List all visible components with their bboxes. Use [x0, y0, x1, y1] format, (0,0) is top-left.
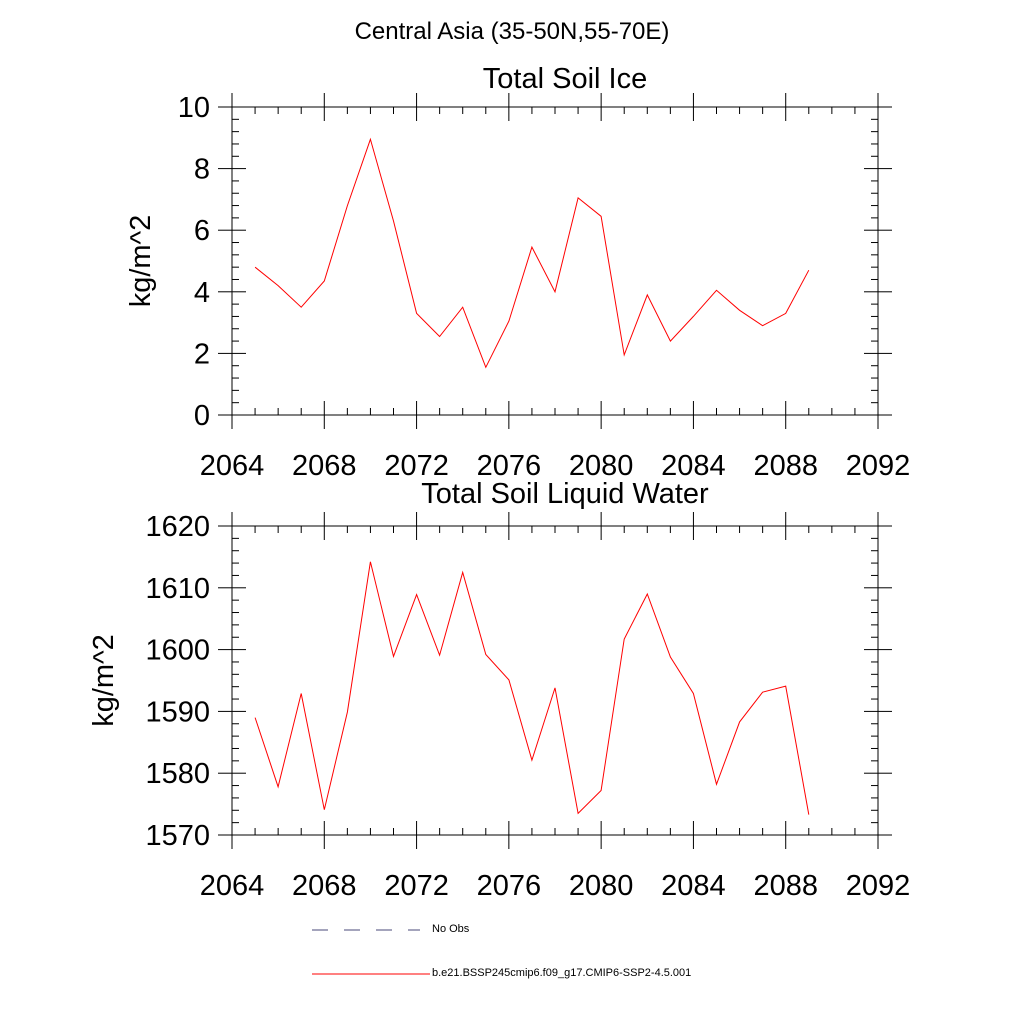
x-tick-label: 2080	[569, 450, 634, 482]
y-tick-label: 2	[194, 338, 210, 370]
x-tick-label: 2084	[661, 870, 726, 902]
chart-title: Total Soil Ice	[483, 63, 647, 95]
x-tick-label: 2076	[477, 870, 542, 902]
figure-suptitle: Central Asia (35-50N,55-70E)	[354, 18, 670, 45]
plot-frame	[231, 106, 879, 416]
x-tick-label: 2076	[477, 450, 542, 482]
y-tick-label: 1620	[145, 511, 210, 543]
x-tick-label: 2092	[846, 450, 911, 482]
legend-label-no-obs: No Obs	[432, 923, 470, 935]
y-tick-label: 1610	[145, 573, 210, 605]
y-tick-label: 1600	[145, 635, 210, 667]
series-line	[254, 561, 810, 815]
chart-title: Total Soil Liquid Water	[421, 478, 709, 510]
x-tick-label: 2088	[753, 870, 818, 902]
legend	[312, 929, 430, 975]
legend-label-model-run: b.e21.BSSP245cmip6.f09_g17.CMIP6-SSP2-4.…	[432, 967, 692, 979]
chart-total-soil-liquid-water: Total Soil Liquid Water kg/m^2 2064 2068 207…	[88, 478, 910, 902]
y-tick-label: 4	[194, 277, 210, 309]
y-axis-label: kg/m^2	[125, 215, 157, 308]
x-tick-label: 2080	[569, 870, 634, 902]
y-tick-label: 6	[194, 215, 210, 247]
y-tick-label: 0	[194, 400, 210, 432]
y-tick-label: 1590	[145, 696, 210, 728]
x-tick-label: 2068	[292, 450, 357, 482]
y-tick-label: 1580	[145, 758, 210, 790]
y-tick-label: 8	[194, 154, 210, 186]
y-tick-label: 1570	[145, 820, 210, 852]
y-tick-label: 10	[178, 92, 210, 124]
series-line	[254, 137, 810, 369]
x-tick-label: 2072	[384, 450, 449, 482]
x-tick-label: 2088	[753, 450, 818, 482]
y-axis-label: kg/m^2	[88, 634, 120, 727]
x-tick-label: 2064	[200, 870, 265, 902]
x-tick-label: 2092	[846, 870, 911, 902]
x-tick-label: 2068	[292, 870, 357, 902]
x-tick-label: 2072	[384, 870, 449, 902]
x-tick-label: 2064	[200, 450, 265, 482]
x-tick-label: 2084	[661, 450, 726, 482]
